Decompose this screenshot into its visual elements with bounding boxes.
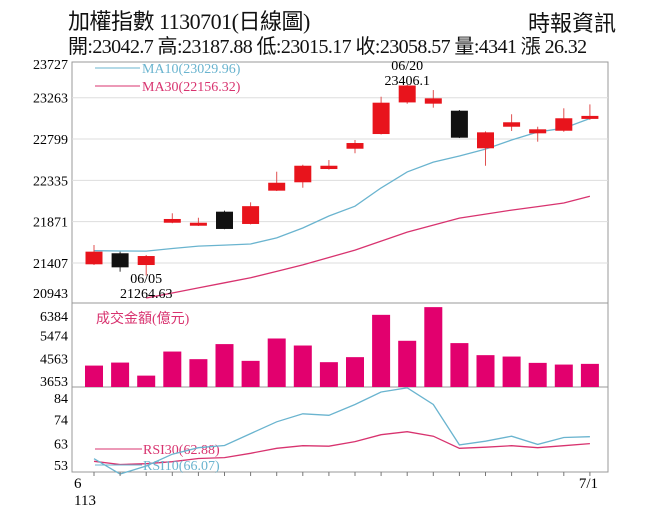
candle-body [372, 102, 390, 135]
rsi-tick-label: 63 [54, 437, 68, 452]
volume-tick-label: 4563 [40, 352, 68, 367]
annotation-value: 21264.63 [120, 287, 173, 302]
volume-bar [163, 351, 182, 387]
volume-bar [372, 314, 391, 387]
candle-body [346, 143, 364, 149]
volume-bar [293, 345, 312, 387]
candle-body [163, 218, 181, 223]
price-tick-label: 21871 [33, 216, 68, 231]
volume-tick-label: 6384 [40, 310, 68, 325]
price-tick-label: 20943 [33, 287, 68, 302]
x-tick-sublabel: 113 [74, 493, 96, 509]
price-tick-label: 22799 [33, 133, 68, 148]
annotation-date: 06/20 [391, 59, 423, 74]
candle-body [503, 122, 521, 127]
volume-bar [319, 362, 338, 387]
volume-bar [137, 375, 156, 387]
volume-bar [554, 364, 573, 387]
chart-title: 加權指數 1130701(日線圖) [68, 9, 310, 34]
volume-bar [241, 360, 260, 387]
candle-body [555, 118, 573, 131]
source-label: 時報資訊 [527, 11, 616, 36]
rsi-line-ma10 [93, 387, 590, 475]
candle-body [189, 222, 207, 226]
candle-body [581, 115, 599, 119]
candle-body [111, 253, 129, 268]
volume-bar [580, 363, 599, 387]
rsi-legend-label: RSI10(66.07) [143, 459, 220, 474]
rsi-line-ma30 [93, 431, 590, 466]
candle-body [85, 251, 103, 265]
volume-tick-label: 5474 [40, 330, 68, 345]
price-tick-label: 23263 [33, 92, 68, 107]
volume-bar [346, 357, 364, 387]
candle-body [268, 182, 286, 191]
price-tick-label: 22335 [33, 174, 68, 189]
candle-body [294, 165, 312, 183]
candle-body [477, 132, 494, 149]
rsi-panel [71, 386, 609, 473]
candle-body [424, 98, 442, 104]
rsi-legend-label: RSI30(62.88) [143, 443, 220, 458]
rsi-tick-label: 74 [54, 414, 68, 429]
ma10-line [93, 117, 591, 252]
volume-bar [528, 362, 547, 387]
volume-bar [450, 343, 469, 387]
volume-bar [502, 356, 521, 387]
volume-bar [476, 355, 495, 387]
ma30-legend-label: MA30(22156.32) [142, 80, 241, 95]
candle-body [398, 85, 416, 103]
x-tick-label: 6 [74, 476, 82, 492]
ohlc-summary: 開:23042.7 高:23187.88 低:23015.17 收:23058.… [68, 36, 587, 58]
volume-bar [189, 359, 208, 387]
volume-legend: 成交金額(億元) [96, 310, 190, 327]
rsi-tick-label: 53 [54, 459, 68, 474]
ma10-legend-label: MA10(23029.96) [142, 62, 241, 77]
annotation-date: 06/05 [130, 272, 162, 287]
candle-body [242, 206, 260, 224]
annotation-value: 23406.1 [384, 74, 430, 89]
volume-bar [398, 340, 417, 387]
candle-body [529, 129, 547, 134]
candle-body [137, 256, 155, 266]
rsi-tick-label: 84 [54, 392, 68, 407]
candle-body [216, 211, 233, 229]
volume-bar [215, 344, 234, 387]
price-tick-label: 23727 [33, 58, 68, 73]
x-tick-label: 7/1 [579, 476, 598, 492]
volume-bar [85, 365, 103, 387]
volume-bar [267, 338, 286, 387]
candle-body [450, 110, 468, 138]
ma30-line [146, 195, 591, 299]
volume-tick-label: 3653 [40, 375, 68, 390]
chart-header: 加權指數 1130701(日線圖) 時報資訊 開:23042.7 高:23187… [0, 0, 656, 60]
volume-bar [111, 362, 130, 387]
price-tick-label: 21407 [33, 257, 68, 272]
candle-body [320, 165, 338, 170]
volume-bar [424, 307, 443, 387]
